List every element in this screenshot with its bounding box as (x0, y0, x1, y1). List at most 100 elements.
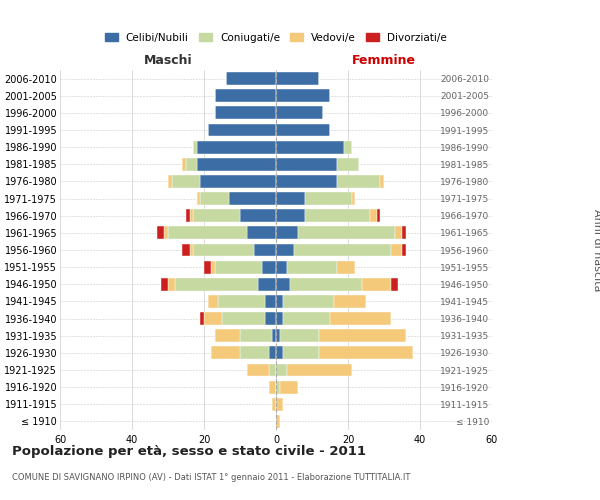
Bar (280, 330, 319, 342)
Bar (330, 312, 391, 325)
Bar (157, 226, 164, 239)
Bar (211, 260, 215, 274)
Bar (276, 72, 319, 85)
Bar (200, 175, 276, 188)
Bar (334, 295, 366, 308)
Bar (276, 158, 337, 170)
Bar (276, 278, 290, 290)
Bar (197, 192, 200, 205)
Bar (276, 330, 280, 342)
Bar (204, 312, 222, 325)
Bar (200, 312, 204, 325)
Bar (276, 90, 330, 102)
Bar (319, 330, 406, 342)
Bar (164, 226, 168, 239)
Bar (168, 226, 247, 239)
Bar (283, 295, 334, 308)
Bar (222, 312, 265, 325)
Bar (352, 192, 355, 205)
Bar (337, 158, 359, 170)
Text: Maschi: Maschi (143, 54, 193, 68)
Bar (380, 175, 384, 188)
Bar (269, 364, 276, 376)
Bar (258, 278, 276, 290)
Bar (298, 226, 395, 239)
Bar (186, 158, 197, 170)
Bar (208, 124, 276, 136)
Bar (272, 398, 276, 410)
Bar (269, 346, 276, 360)
Bar (182, 244, 190, 256)
Bar (197, 158, 276, 170)
Bar (391, 244, 402, 256)
Bar (254, 244, 276, 256)
Bar (276, 312, 283, 325)
Bar (182, 158, 186, 170)
Bar (402, 226, 406, 239)
Bar (276, 415, 280, 428)
Bar (186, 210, 190, 222)
Bar (262, 260, 276, 274)
Text: Femmine: Femmine (352, 54, 416, 68)
Bar (208, 295, 218, 308)
Bar (200, 192, 229, 205)
Bar (215, 106, 276, 120)
Bar (272, 330, 276, 342)
Bar (172, 175, 200, 188)
Bar (190, 210, 193, 222)
Bar (276, 140, 344, 153)
Bar (276, 346, 283, 360)
Bar (276, 175, 337, 188)
Bar (319, 346, 413, 360)
Bar (175, 278, 258, 290)
Bar (269, 380, 276, 394)
Text: Popolazione per età, sesso e stato civile - 2011: Popolazione per età, sesso e stato civil… (12, 445, 366, 458)
Bar (276, 364, 287, 376)
Bar (265, 295, 276, 308)
Bar (240, 346, 269, 360)
Bar (215, 330, 240, 342)
Bar (265, 312, 276, 325)
Bar (211, 346, 240, 360)
Bar (168, 175, 172, 188)
Bar (402, 244, 406, 256)
Bar (215, 90, 276, 102)
Bar (190, 244, 193, 256)
Bar (168, 278, 175, 290)
Bar (276, 260, 287, 274)
Legend: Celibi/Nubili, Coniugati/e, Vedovi/e, Divorziati/e: Celibi/Nubili, Coniugati/e, Vedovi/e, Di… (101, 28, 451, 46)
Bar (229, 192, 276, 205)
Bar (193, 140, 197, 153)
Bar (193, 244, 254, 256)
Bar (391, 278, 398, 290)
Bar (305, 210, 370, 222)
Bar (276, 124, 330, 136)
Bar (226, 72, 276, 85)
Bar (377, 210, 380, 222)
Bar (247, 226, 276, 239)
Bar (305, 192, 352, 205)
Bar (240, 210, 276, 222)
Bar (283, 312, 330, 325)
Bar (276, 244, 294, 256)
Bar (204, 260, 211, 274)
Bar (276, 106, 323, 120)
Bar (276, 398, 283, 410)
Bar (370, 210, 377, 222)
Bar (240, 330, 272, 342)
Text: Anni di nascita: Anni di nascita (592, 209, 600, 291)
Bar (287, 260, 337, 274)
Bar (193, 210, 240, 222)
Bar (276, 295, 283, 308)
Bar (161, 278, 168, 290)
Bar (197, 140, 276, 153)
Bar (290, 278, 362, 290)
Bar (294, 244, 391, 256)
Bar (344, 140, 352, 153)
Bar (218, 295, 265, 308)
Bar (215, 260, 262, 274)
Bar (276, 226, 298, 239)
Bar (337, 260, 355, 274)
Bar (276, 380, 280, 394)
Bar (276, 192, 305, 205)
